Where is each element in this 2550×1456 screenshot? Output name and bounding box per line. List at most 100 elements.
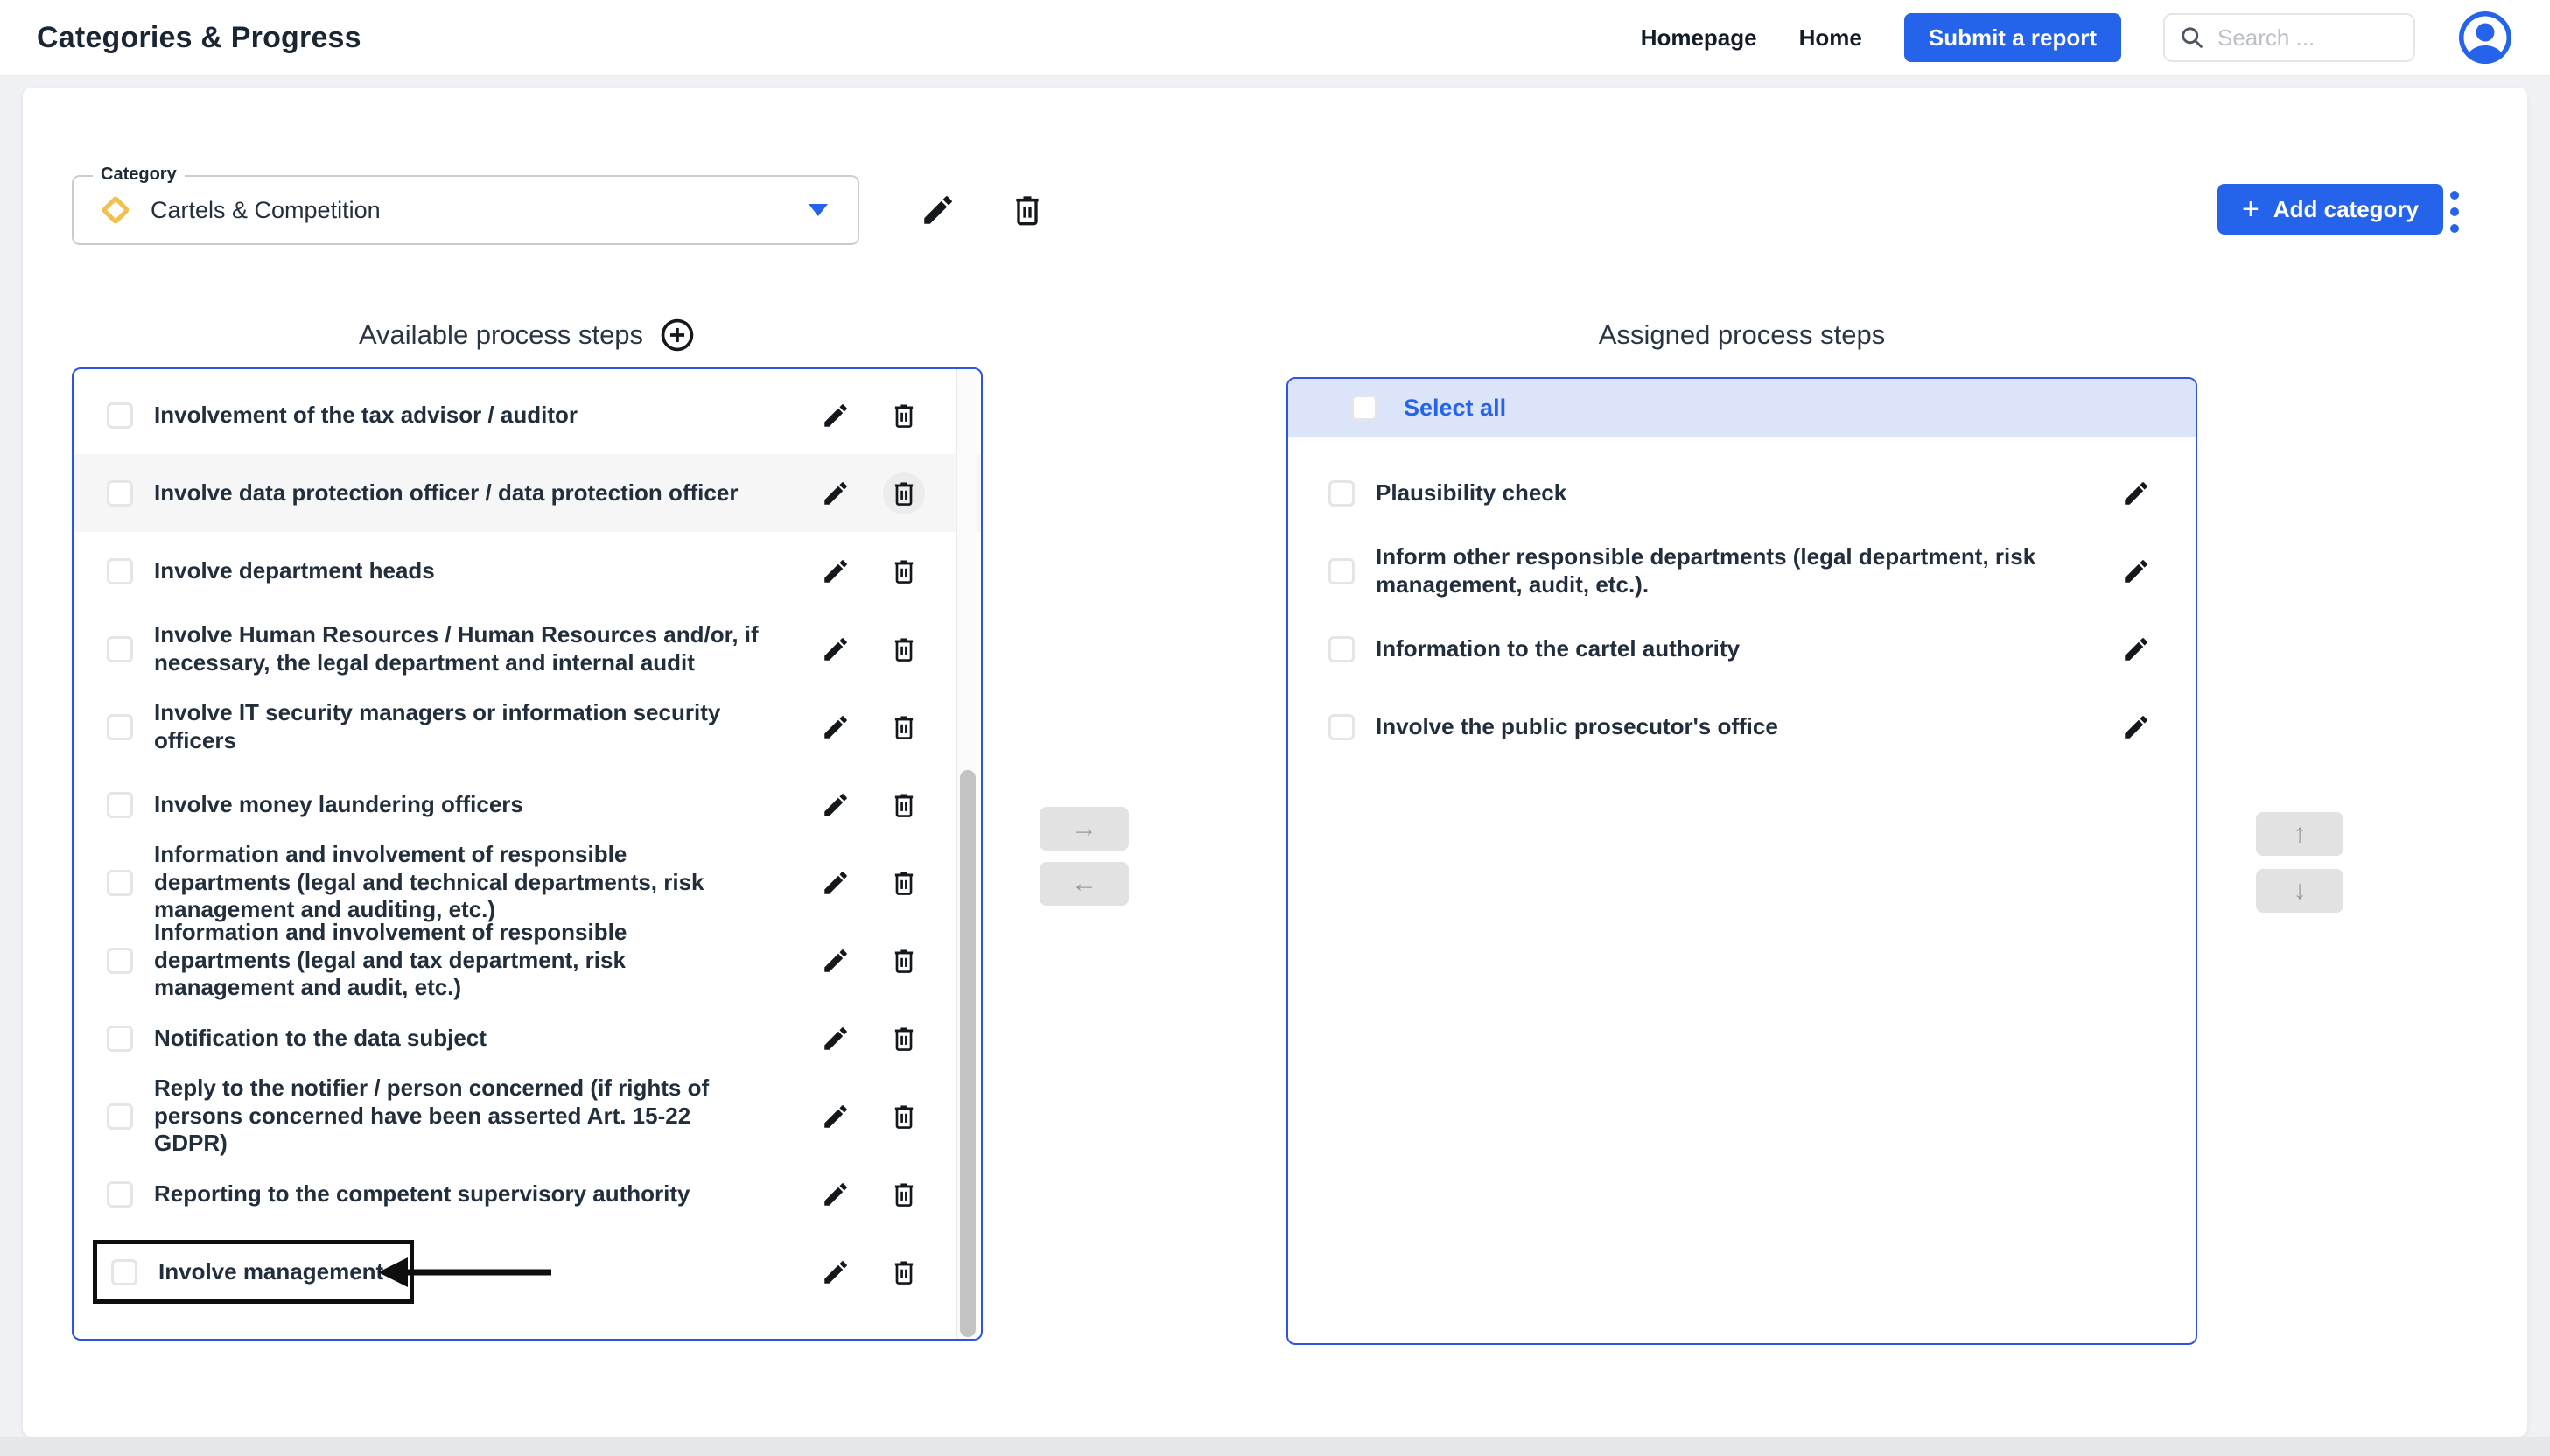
- edit-step-button[interactable]: [815, 784, 857, 826]
- kebab-dot: [2450, 191, 2459, 200]
- delete-step-button[interactable]: [883, 550, 925, 592]
- step-checkbox[interactable]: [107, 402, 133, 429]
- edit-step-button[interactable]: [815, 940, 857, 982]
- step-label: Reply to the notifier / person concerned…: [154, 1074, 710, 1157]
- pencil-icon: [824, 793, 847, 816]
- pencil-icon: [2125, 481, 2147, 505]
- edit-step-button[interactable]: [815, 550, 857, 592]
- edit-step-button[interactable]: [2115, 550, 2157, 592]
- step-checkbox[interactable]: [107, 947, 133, 974]
- submit-report-button[interactable]: Submit a report: [1903, 13, 2121, 62]
- step-select-area: Plausibility check: [1314, 471, 1580, 516]
- delete-step-button[interactable]: [883, 784, 925, 826]
- user-avatar[interactable]: [2457, 10, 2513, 66]
- annotation-arrow-icon: [378, 1256, 551, 1287]
- step-label: Information and involvement of responsib…: [154, 840, 704, 923]
- edit-step-button[interactable]: [815, 706, 857, 748]
- select-all-label: Select all: [1404, 394, 1507, 421]
- pencil-icon: [824, 481, 847, 505]
- add-process-step-button[interactable]: [659, 317, 696, 354]
- edit-step-button[interactable]: [2115, 706, 2157, 748]
- delete-step-button[interactable]: [883, 1251, 925, 1293]
- select-all-checkbox[interactable]: [1351, 395, 1377, 421]
- trash-icon: [1016, 196, 1039, 226]
- step-label: Involve management: [158, 1257, 384, 1284]
- edit-step-button[interactable]: [815, 1018, 857, 1060]
- edit-step-button[interactable]: [815, 1251, 857, 1293]
- step-checkbox[interactable]: [107, 713, 133, 740]
- step-checkbox[interactable]: [107, 791, 133, 818]
- step-select-area: Reply to the notifier / person concerned…: [93, 1066, 781, 1166]
- move-up-button[interactable]: ↑: [2256, 812, 2343, 856]
- available-step-row: Reply to the notifier / person concerned…: [74, 1074, 981, 1156]
- step-select-area: Involve money laundering officers: [93, 782, 537, 828]
- edit-step-button[interactable]: [815, 628, 857, 670]
- step-checkbox[interactable]: [107, 557, 133, 584]
- category-more-options-button[interactable]: [2434, 189, 2475, 234]
- delete-step-button[interactable]: [883, 706, 925, 748]
- delete-category-button[interactable]: [1005, 187, 1050, 233]
- delete-step-button[interactable]: [883, 940, 925, 982]
- step-checkbox[interactable]: [107, 869, 133, 896]
- edit-category-button[interactable]: [915, 187, 961, 233]
- step-label: Involve data protection officer / data p…: [154, 479, 739, 506]
- nav-link-home[interactable]: Home: [1798, 24, 1862, 51]
- delete-step-button[interactable]: [883, 862, 925, 904]
- step-checkbox[interactable]: [1328, 480, 1355, 507]
- step-checkbox[interactable]: [107, 1180, 133, 1208]
- edit-step-button[interactable]: [815, 472, 857, 514]
- edit-step-button[interactable]: [2115, 628, 2157, 670]
- nav-link-homepage[interactable]: Homepage: [1640, 24, 1757, 51]
- trash-icon: [894, 481, 914, 506]
- move-right-button[interactable]: →: [1040, 807, 1129, 850]
- delete-step-button[interactable]: [883, 1018, 925, 1060]
- edit-step-button[interactable]: [815, 862, 857, 904]
- step-select-area: Reporting to the competent supervisory a…: [93, 1172, 704, 1217]
- move-left-button[interactable]: ←: [1040, 862, 1129, 906]
- step-label: Involve Human Resources / Human Resource…: [154, 620, 759, 676]
- step-checkbox[interactable]: [111, 1258, 137, 1285]
- chevron-down-icon: [809, 204, 828, 216]
- delete-step-button[interactable]: [883, 472, 925, 514]
- trash-icon: [894, 948, 914, 973]
- edit-step-button[interactable]: [815, 1096, 857, 1138]
- step-checkbox[interactable]: [107, 480, 133, 507]
- edit-step-button[interactable]: [815, 1173, 857, 1215]
- available-step-row: Involve department heads: [74, 532, 981, 610]
- category-select-label: Category: [93, 164, 185, 185]
- step-select-area: Involve IT security managers or informat…: [93, 690, 781, 763]
- step-checkbox[interactable]: [107, 1025, 133, 1052]
- edit-step-button[interactable]: [815, 395, 857, 437]
- step-checkbox[interactable]: [1328, 635, 1355, 662]
- step-checkbox[interactable]: [107, 635, 133, 662]
- assigned-steps-title-row: Assigned process steps: [1286, 313, 2197, 357]
- step-checkbox[interactable]: [107, 1102, 133, 1130]
- delete-step-button[interactable]: [883, 1173, 925, 1215]
- scrollbar-thumb[interactable]: [960, 770, 976, 1337]
- scrollbar-track[interactable]: [956, 369, 977, 1339]
- search-input[interactable]: [2217, 24, 2399, 52]
- add-category-button[interactable]: + Add category: [2217, 184, 2444, 234]
- trash-icon: [894, 715, 914, 739]
- available-step-row: Reporting to the competent supervisory a…: [74, 1155, 981, 1233]
- delete-step-button[interactable]: [883, 1096, 925, 1138]
- available-steps-title-row: Available process steps: [72, 313, 983, 357]
- category-select[interactable]: Category Cartels & Competition: [72, 164, 859, 245]
- pencil-icon: [824, 948, 847, 972]
- select-all-row[interactable]: Select all: [1288, 379, 2196, 437]
- available-step-row: Involve management: [74, 1233, 981, 1311]
- step-checkbox[interactable]: [1328, 713, 1355, 740]
- available-step-row: Notification to the data subject: [74, 999, 981, 1077]
- plus-circle-icon: [661, 318, 694, 352]
- step-select-area: Information and involvement of responsib…: [93, 910, 781, 1011]
- step-checkbox[interactable]: [1328, 557, 1355, 584]
- pencil-icon: [824, 871, 847, 894]
- search-box[interactable]: [2163, 13, 2415, 62]
- delete-step-button[interactable]: [883, 628, 925, 670]
- add-category-label: Add category: [2273, 195, 2420, 222]
- edit-step-button[interactable]: [2115, 472, 2157, 514]
- move-down-button[interactable]: ↓: [2256, 869, 2343, 913]
- delete-step-button[interactable]: [883, 395, 925, 437]
- trash-icon: [894, 1182, 914, 1207]
- pencil-icon: [824, 403, 847, 427]
